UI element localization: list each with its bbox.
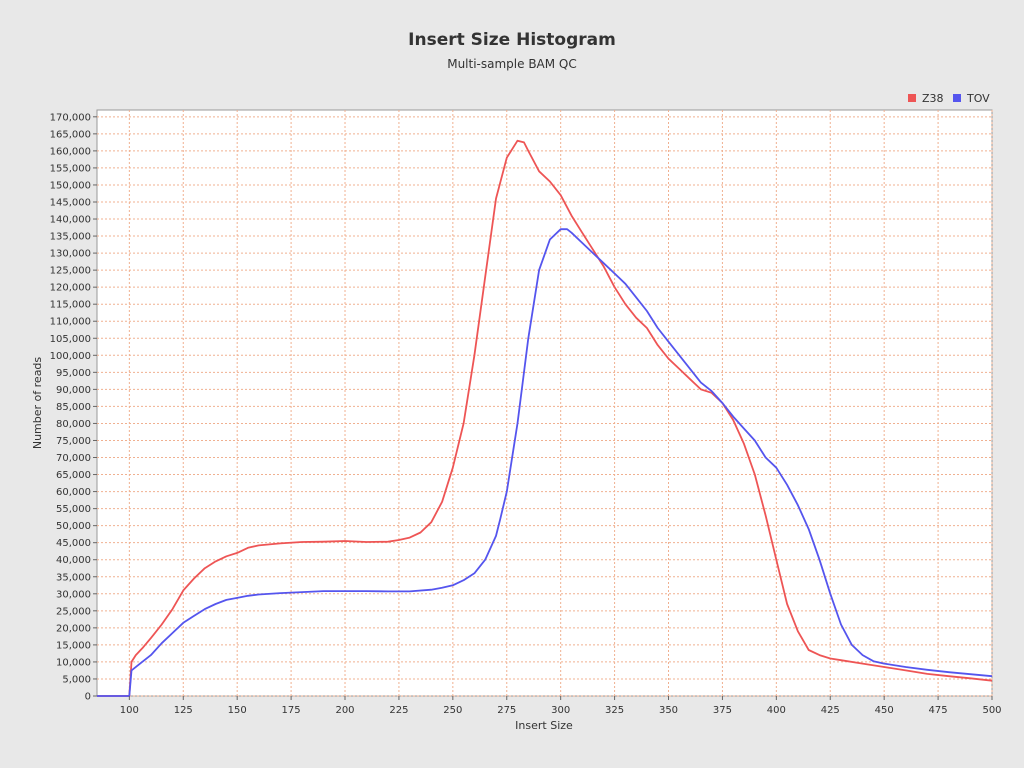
- y-tick-label: 140,000: [50, 215, 91, 226]
- x-tick-label: 350: [659, 705, 678, 716]
- x-tick-label: 450: [875, 705, 894, 716]
- y-tick-label: 70,000: [56, 453, 91, 464]
- x-tick-label: 325: [605, 705, 624, 716]
- grid: [97, 110, 993, 697]
- y-tick-label: 20,000: [56, 623, 91, 634]
- y-tick-label: 135,000: [50, 232, 91, 243]
- x-tick-label: 250: [443, 705, 462, 716]
- x-tick-label: 500: [982, 705, 1001, 716]
- y-tick-label: 5,000: [62, 674, 91, 685]
- y-tick-label: 40,000: [56, 555, 91, 566]
- y-tick-label: 90,000: [56, 385, 91, 396]
- y-tick-label: 125,000: [50, 266, 91, 277]
- chart-title: Insert Size Histogram: [408, 30, 616, 50]
- y-axis-ticks: 0 5,000 10,000 15,000 20,000 25,000 30,000 35,0…: [50, 112, 97, 703]
- y-tick-label: 80,000: [56, 419, 91, 430]
- y-tick-label: 165,000: [50, 129, 91, 140]
- x-tick-label: 125: [174, 705, 193, 716]
- legend-swatch-z38: [908, 94, 916, 102]
- plot-area: [96, 109, 993, 697]
- legend-label-z38: Z38: [922, 92, 944, 105]
- y-tick-label: 85,000: [56, 402, 91, 413]
- x-tick-label: 200: [335, 705, 354, 716]
- x-tick-label: 150: [228, 705, 247, 716]
- y-tick-label: 170,000: [50, 112, 91, 123]
- legend: Z38 TOV: [908, 92, 990, 105]
- y-tick-label: 15,000: [56, 640, 91, 651]
- y-tick-label: 100,000: [50, 351, 91, 362]
- series-line-tov: [97, 228, 993, 697]
- y-tick-label: 30,000: [56, 589, 91, 600]
- y-tick-label: 35,000: [56, 572, 91, 583]
- x-axis-ticks: 100 125 150 175 200 225 250 275 300 325 350 375 400 4…: [120, 696, 1002, 716]
- y-tick-label: 0: [85, 692, 91, 703]
- x-tick-label: 475: [929, 705, 948, 716]
- y-tick-label: 65,000: [56, 470, 91, 481]
- y-tick-label: 130,000: [50, 249, 91, 260]
- x-tick-label: 400: [767, 705, 786, 716]
- y-tick-label: 10,000: [56, 657, 91, 668]
- y-tick-label: 95,000: [56, 368, 91, 379]
- y-tick-label: 75,000: [56, 436, 91, 447]
- legend-swatch-tov: [953, 94, 961, 102]
- y-tick-label: 50,000: [56, 521, 91, 532]
- x-tick-label: 275: [497, 705, 516, 716]
- x-tick-label: 375: [713, 705, 732, 716]
- y-axis-label: Number of reads: [31, 357, 44, 450]
- y-tick-label: 110,000: [50, 317, 91, 328]
- x-tick-label: 300: [551, 705, 570, 716]
- series-group: [97, 139, 993, 697]
- x-tick-label: 100: [120, 705, 139, 716]
- chart-subtitle: Multi-sample BAM QC: [447, 57, 577, 71]
- x-tick-label: 225: [389, 705, 408, 716]
- y-tick-label: 55,000: [56, 504, 91, 515]
- y-tick-label: 120,000: [50, 283, 91, 294]
- series-line-z38: [97, 139, 993, 697]
- y-tick-label: 60,000: [56, 487, 91, 498]
- y-tick-label: 115,000: [50, 300, 91, 311]
- y-tick-label: 105,000: [50, 334, 91, 345]
- legend-label-tov: TOV: [966, 92, 990, 105]
- y-tick-label: 45,000: [56, 538, 91, 549]
- x-tick-label: 175: [282, 705, 301, 716]
- x-axis-label: Insert Size: [515, 719, 573, 732]
- y-tick-label: 145,000: [50, 197, 91, 208]
- y-tick-label: 150,000: [50, 180, 91, 191]
- y-tick-label: 155,000: [50, 163, 91, 174]
- y-tick-label: 160,000: [50, 146, 91, 157]
- y-tick-label: 25,000: [56, 606, 91, 617]
- x-tick-label: 425: [821, 705, 840, 716]
